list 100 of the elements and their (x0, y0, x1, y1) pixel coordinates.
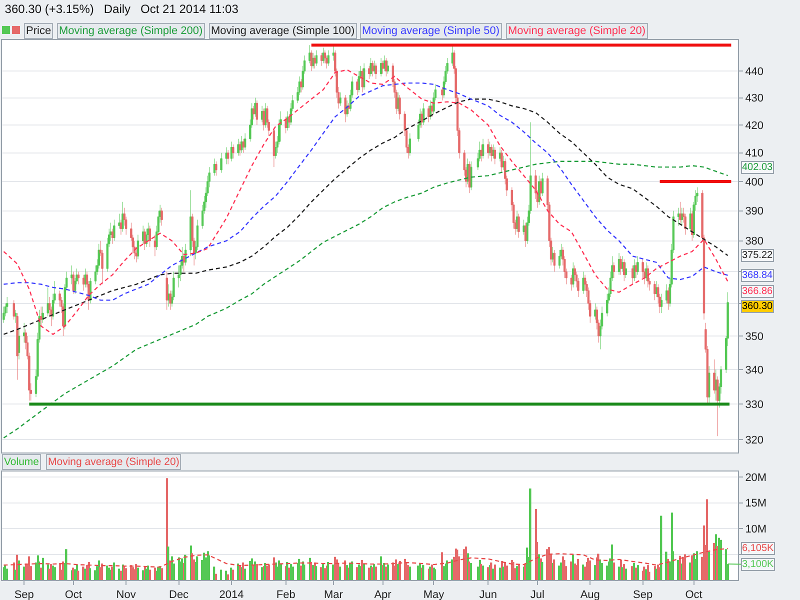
candlestick (122, 202, 124, 232)
candlestick (689, 208, 692, 232)
bar (16, 554, 18, 580)
bar (327, 562, 329, 580)
text: 360.30 (742, 301, 773, 312)
bar (560, 562, 562, 580)
bar (696, 551, 698, 580)
candlestick (113, 219, 116, 242)
bar (315, 566, 318, 580)
candlestick (280, 111, 282, 142)
candlestick (502, 155, 505, 170)
bar (361, 560, 363, 580)
candlestick (154, 234, 156, 256)
candlestick (344, 94, 346, 122)
bar (504, 563, 506, 580)
data-label: 6,105K (742, 543, 774, 554)
candlestick (256, 100, 258, 126)
bar (618, 566, 620, 580)
bar (227, 574, 229, 580)
y-tick-label: 390 (745, 206, 764, 218)
bar (346, 565, 348, 580)
candlestick (632, 265, 634, 285)
candlestick (487, 138, 490, 159)
bar (312, 565, 314, 580)
bar (395, 559, 397, 580)
bar (621, 567, 624, 580)
candlestick (42, 306, 44, 324)
candlestick (46, 287, 49, 317)
bar (506, 566, 508, 580)
bar (351, 561, 353, 580)
bar (643, 566, 646, 580)
text: Moving average (Simple 20) (48, 456, 180, 468)
bar (142, 570, 144, 580)
bar (244, 568, 246, 580)
bar (538, 554, 540, 580)
candlestick (708, 366, 710, 404)
bar (706, 499, 708, 580)
candlestick (262, 108, 265, 131)
bar (684, 554, 686, 580)
bar (718, 538, 720, 580)
candlestick (2, 306, 5, 324)
bar (623, 564, 625, 580)
bar (512, 562, 514, 580)
x-tick-label: 2014 (219, 589, 244, 600)
bar (288, 568, 290, 580)
y-tick-label: 430 (745, 92, 764, 105)
bar (655, 568, 658, 580)
bar (278, 560, 280, 580)
bar (280, 564, 282, 580)
bar (529, 488, 532, 580)
candlestick (226, 150, 230, 164)
bar (344, 560, 346, 580)
bar (256, 564, 258, 580)
bar (563, 560, 566, 580)
candlestick (480, 144, 482, 162)
bar (169, 560, 171, 580)
bar (111, 566, 114, 580)
bar (657, 564, 659, 580)
line-series (3, 548, 728, 568)
candlestick (339, 92, 342, 106)
candlestick (300, 78, 302, 93)
candlestick (284, 116, 287, 134)
bar (14, 570, 16, 580)
bar (147, 566, 149, 580)
bar (292, 566, 294, 580)
bar (300, 566, 302, 580)
bar (601, 563, 603, 580)
bar (713, 542, 715, 580)
bar (154, 568, 156, 580)
candlestick (18, 329, 20, 360)
bar (249, 560, 251, 580)
y-tick-label: 340 (745, 364, 764, 376)
candlestick (677, 208, 680, 226)
bar (196, 556, 198, 580)
data-label: 366.86 (742, 286, 774, 297)
bar (332, 564, 334, 580)
bar (645, 569, 647, 580)
bar (268, 564, 270, 580)
bar (181, 558, 183, 580)
bar (441, 552, 443, 580)
bar (225, 570, 228, 580)
candlestick (322, 47, 324, 64)
x-tick-label: Mar (324, 589, 344, 600)
x-tick-label: Oct (64, 589, 82, 600)
bar (54, 567, 56, 580)
candlestick (451, 44, 454, 66)
y-tick-label: 20M (745, 472, 767, 484)
bar (310, 562, 312, 580)
candlestick (371, 60, 374, 77)
candlestick (144, 228, 146, 250)
bar (290, 564, 292, 580)
candlestick (160, 208, 163, 226)
bar (720, 540, 722, 580)
bar (490, 562, 492, 580)
y-tick-label: 330 (745, 398, 764, 411)
bar (635, 568, 637, 580)
bar (273, 557, 275, 580)
bar (324, 568, 326, 580)
text: Moving average (Simple 200) (59, 25, 203, 37)
candlestick (422, 102, 425, 126)
